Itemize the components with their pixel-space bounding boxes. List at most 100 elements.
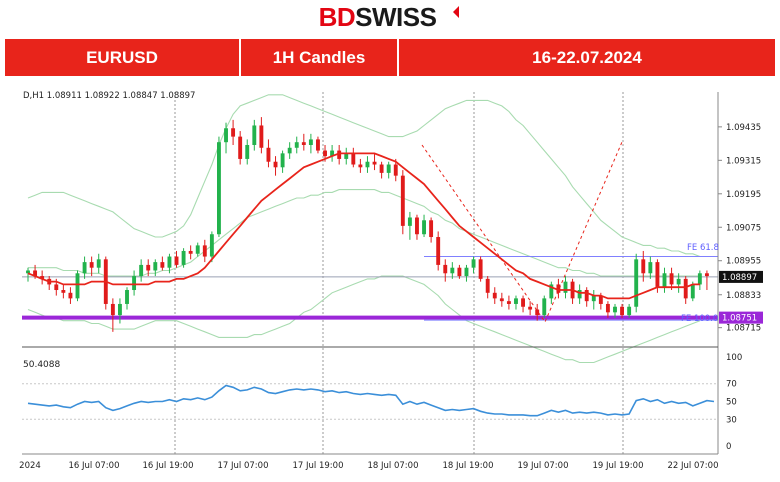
candle-body xyxy=(188,250,193,254)
candle-body xyxy=(591,295,596,302)
candle-body xyxy=(323,150,327,157)
brand-bd: BD xyxy=(318,1,356,32)
x-tick-label-2: 16 Jul 19:00 xyxy=(143,461,194,471)
candle-body xyxy=(528,306,533,310)
candle-body xyxy=(464,267,469,277)
candle-body xyxy=(110,303,115,316)
candle-body xyxy=(676,278,681,285)
candle-body xyxy=(40,276,45,279)
candle-body xyxy=(627,306,632,316)
rsi-tick-label-4: 0 xyxy=(726,442,731,452)
current-price-tag-bg xyxy=(719,270,763,283)
candle-body xyxy=(386,164,391,173)
middle-band-line xyxy=(28,189,700,277)
brand-arrow-icon xyxy=(441,6,460,24)
rsi-tick-label-2: 50 xyxy=(726,398,737,408)
rsi-tick-label-0: 100 xyxy=(726,353,742,363)
candle-body xyxy=(54,284,59,291)
candle-body xyxy=(669,273,674,285)
y-tick-label-2: 1.09195 xyxy=(726,190,761,200)
candle-body xyxy=(337,150,342,159)
candle-body xyxy=(294,142,299,148)
fib-label-61: FE 61.8 xyxy=(687,243,719,253)
candle-body xyxy=(514,298,518,304)
x-tick-label-5: 18 Jul 07:00 xyxy=(368,461,419,471)
candle-body xyxy=(521,298,525,307)
candle-body xyxy=(181,250,186,265)
y-tick-label-5: 1.08833 xyxy=(726,291,761,301)
candle-body xyxy=(125,290,129,304)
candle-body xyxy=(174,256,179,265)
candle-body xyxy=(266,147,271,162)
candle-body xyxy=(344,153,349,159)
x-tick-label-1: 16 Jul 07:00 xyxy=(69,461,120,471)
candle-body xyxy=(195,245,200,254)
brand-swiss: SWISS xyxy=(355,1,437,32)
header-pair: EURUSD xyxy=(5,39,241,76)
candle-body xyxy=(139,264,144,277)
candle-body xyxy=(61,290,66,293)
candle-body xyxy=(415,217,419,235)
candle-body xyxy=(252,125,257,145)
candle-body xyxy=(117,303,122,316)
candle-body xyxy=(209,234,214,257)
candle-body xyxy=(683,278,688,299)
candle-body xyxy=(82,262,87,274)
candle-body xyxy=(605,303,610,313)
candle-body xyxy=(160,262,165,268)
candle-body xyxy=(379,164,384,173)
x-tick-label-9: 22 Jul 07:00 xyxy=(668,461,719,471)
candle-body xyxy=(450,267,455,274)
y-tick-label-4: 1.08955 xyxy=(726,257,761,267)
candle-body xyxy=(96,259,101,268)
candle-body xyxy=(167,256,172,268)
candle-body xyxy=(429,220,434,238)
x-tick-label-3: 17 Jul 07:00 xyxy=(218,461,269,471)
candle-body xyxy=(75,273,80,299)
candle-body xyxy=(68,292,73,299)
candle-body xyxy=(273,161,278,168)
candle-body xyxy=(238,136,243,159)
rsi-value-label: 50.4088 xyxy=(23,360,60,370)
chart-header: EURUSD 1H Candles 16-22.07.2024 xyxy=(5,39,775,76)
y-tick-label-3: 1.09075 xyxy=(726,223,761,233)
rsi-tick-label-3: 30 xyxy=(726,415,737,425)
brand-logo: BDSWISS xyxy=(300,0,480,34)
rsi-tick-label-1: 70 xyxy=(726,380,737,390)
candle-body xyxy=(641,259,646,274)
candle-body xyxy=(478,259,483,279)
candle-body xyxy=(202,245,207,257)
candle-body xyxy=(598,295,603,304)
candle-body xyxy=(407,217,412,226)
candle-body xyxy=(443,264,448,274)
brand-wordmark: BDSWISS xyxy=(319,2,437,33)
candle-body xyxy=(556,284,561,293)
header-dates: 16-22.07.2024 xyxy=(532,47,642,67)
moving-average-line xyxy=(27,152,700,300)
candle-body xyxy=(485,278,490,293)
candle-body xyxy=(457,267,462,277)
x-tick-label-7: 19 Jul 07:00 xyxy=(518,461,569,471)
candle-body xyxy=(308,139,313,145)
candle-body xyxy=(471,259,476,268)
candle-body xyxy=(563,281,568,293)
candle-body xyxy=(231,128,236,137)
candle-body xyxy=(613,306,617,313)
candle-body xyxy=(584,290,589,302)
candle-body xyxy=(549,284,554,299)
candle-body xyxy=(280,153,285,168)
candle-body xyxy=(400,175,405,226)
candle-body xyxy=(245,144,250,159)
candle-body xyxy=(655,262,660,288)
y-tick-label-0: 1.09435 xyxy=(726,123,761,133)
candle-body xyxy=(132,276,137,291)
candle-body xyxy=(492,292,497,299)
candle-body xyxy=(704,273,709,277)
candle-body xyxy=(217,142,221,235)
candle-body xyxy=(153,262,158,271)
candle-body xyxy=(287,147,292,154)
candle-body xyxy=(499,298,504,302)
x-tick-label-0: 2024 xyxy=(19,461,41,471)
candle-body xyxy=(620,306,625,316)
